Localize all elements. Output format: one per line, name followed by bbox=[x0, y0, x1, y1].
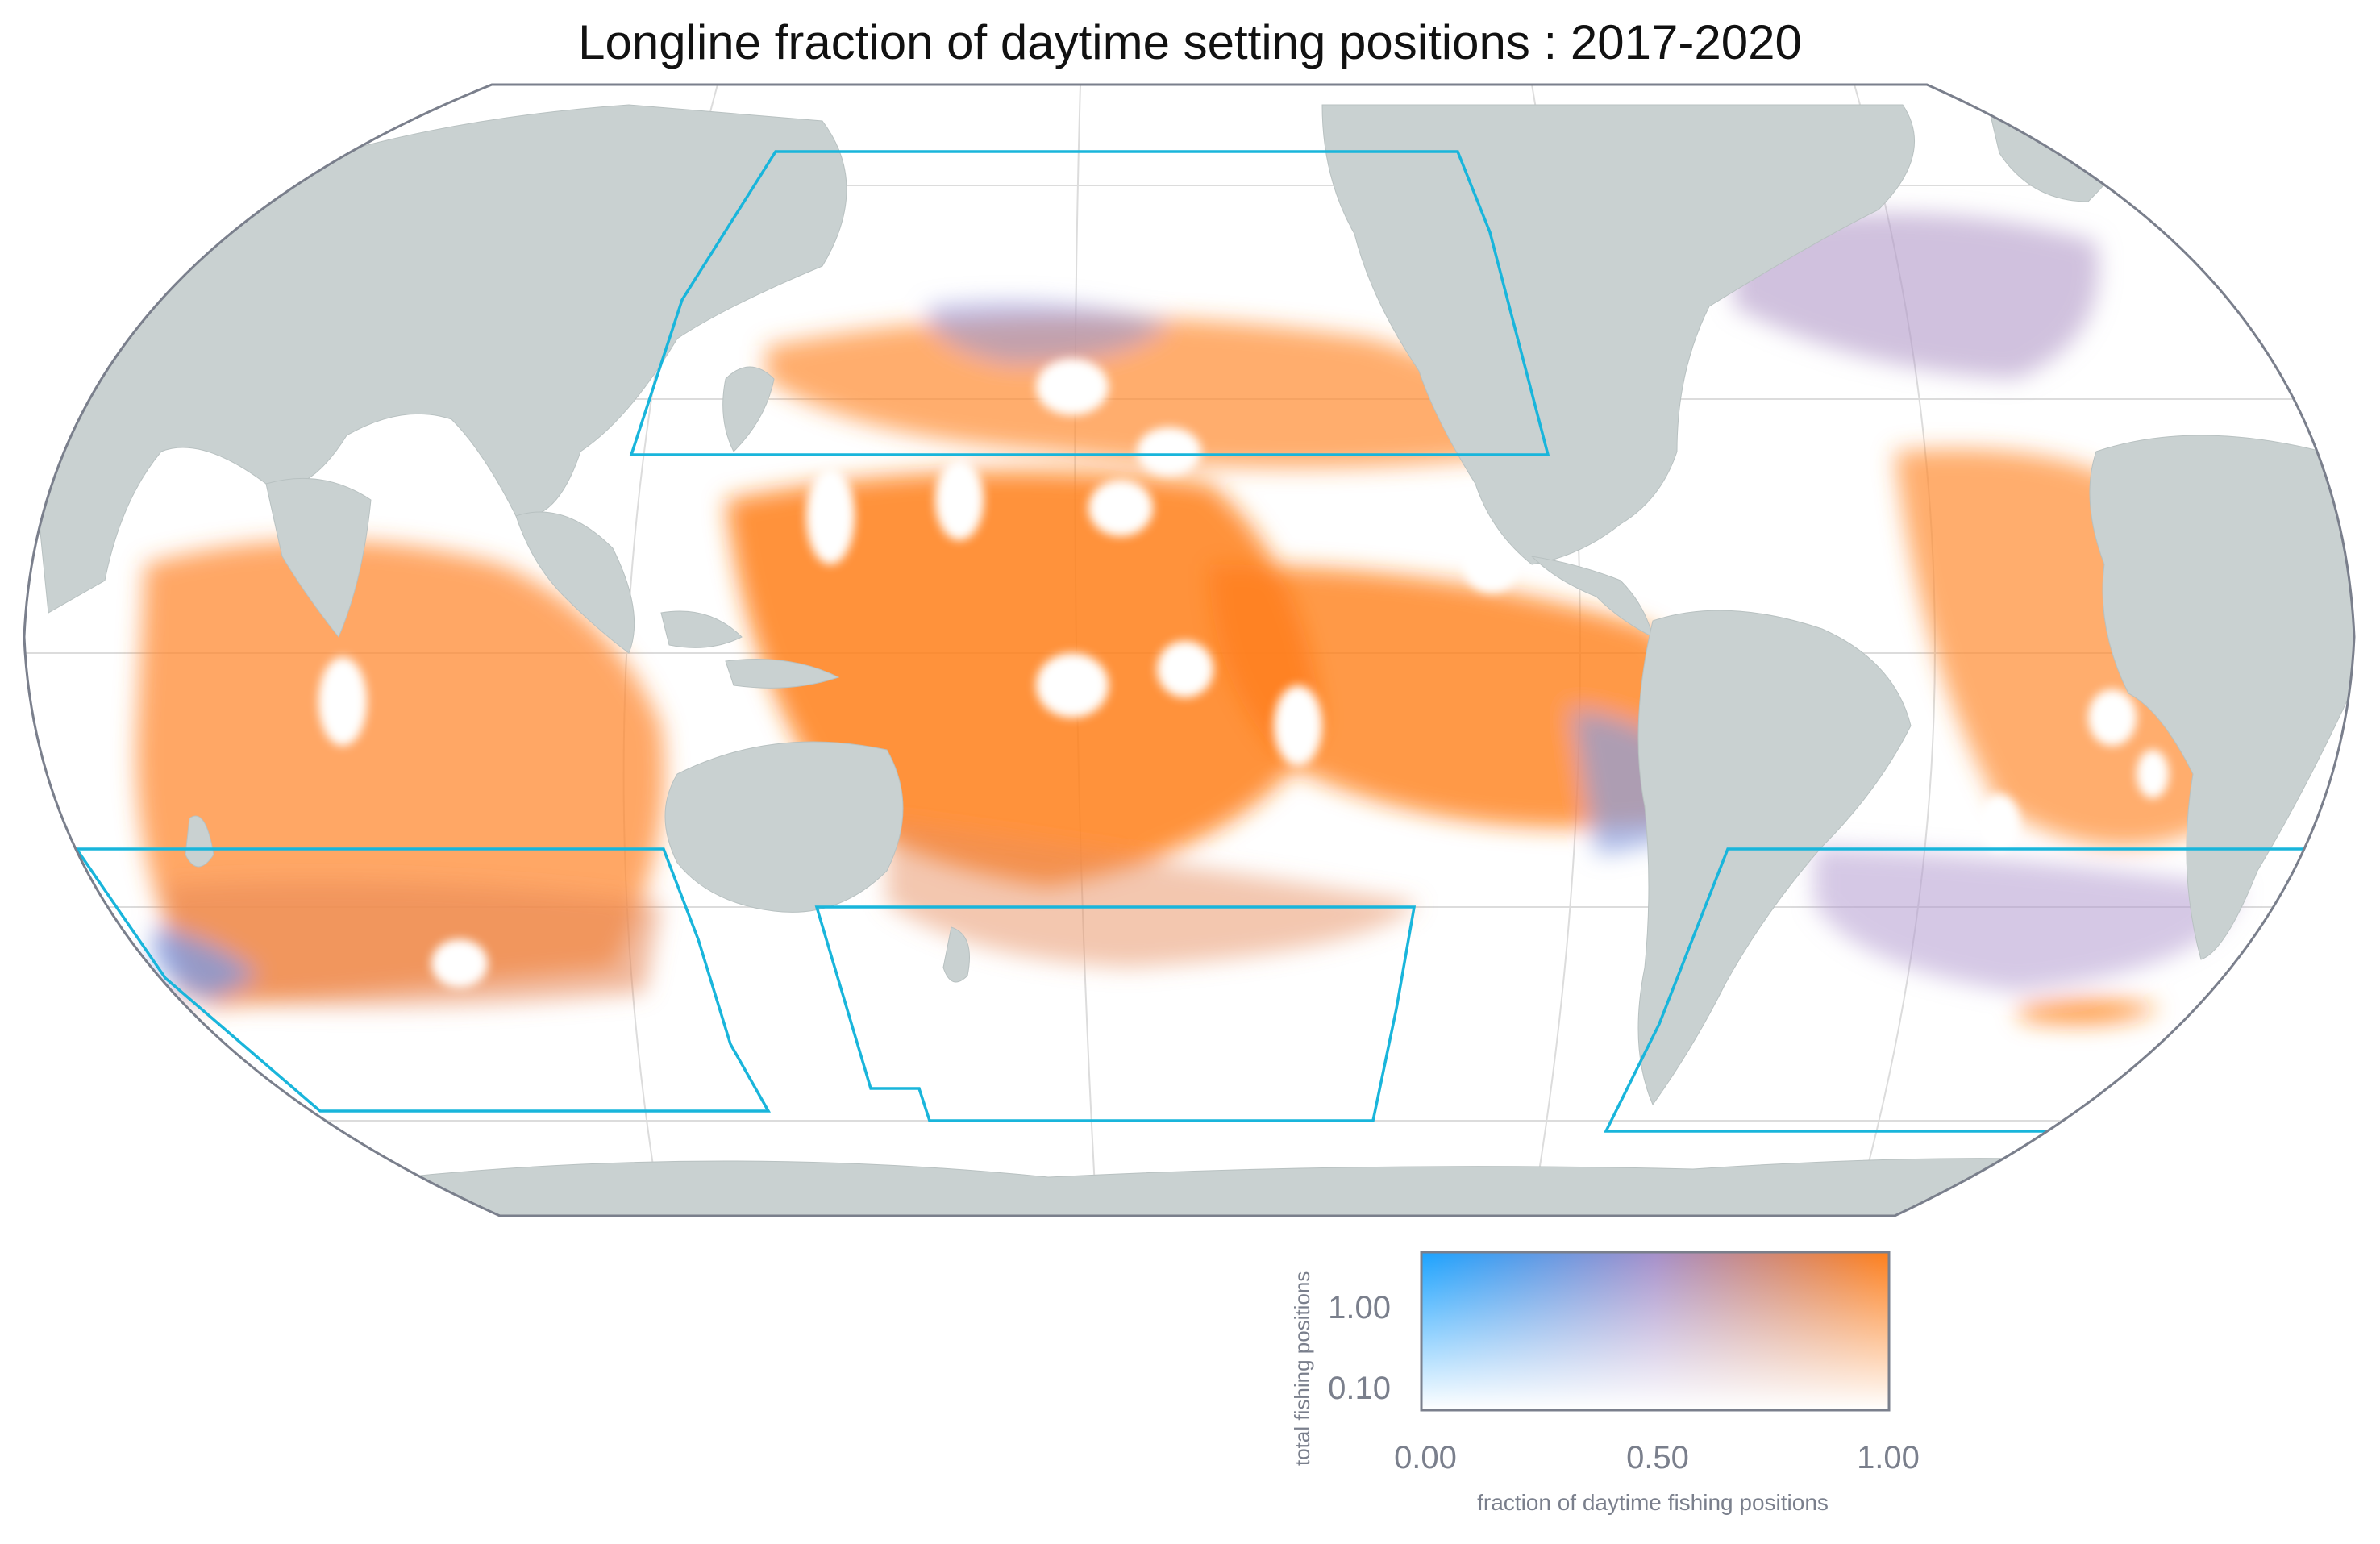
map-title: Longline fraction of daytime setting pos… bbox=[578, 15, 1802, 69]
region-north-pacific bbox=[629, 150, 1550, 456]
region-south-pacific bbox=[814, 905, 1417, 1122]
legend-y-tick-low: 0.10 bbox=[1328, 1371, 1391, 1406]
land-australia bbox=[664, 741, 904, 913]
land-new-zealand bbox=[942, 926, 970, 983]
legend-x-tick-2: 1.00 bbox=[1857, 1440, 1920, 1475]
region-south-indian bbox=[73, 847, 772, 1113]
land-japan bbox=[722, 366, 775, 452]
land-masses bbox=[31, 85, 2354, 1216]
land-antarctica bbox=[402, 1158, 2097, 1216]
legend-x-tick-0: 0.00 bbox=[1394, 1440, 1457, 1475]
legend-y-tick-high: 1.00 bbox=[1328, 1290, 1391, 1326]
legend-x-axis-label: fraction of daytime fishing positions bbox=[1477, 1490, 1829, 1515]
map-border bbox=[23, 83, 2356, 1217]
land-india bbox=[265, 477, 372, 638]
land-madagascar bbox=[185, 815, 214, 868]
eez-gaps bbox=[318, 359, 2169, 988]
legend-x-tick-1: 0.50 bbox=[1626, 1440, 1689, 1475]
legend-swatch bbox=[1420, 1251, 1891, 1412]
land-south-america bbox=[1637, 610, 1912, 1106]
land-north-america bbox=[1321, 104, 1915, 565]
land-se-asia bbox=[515, 511, 635, 654]
